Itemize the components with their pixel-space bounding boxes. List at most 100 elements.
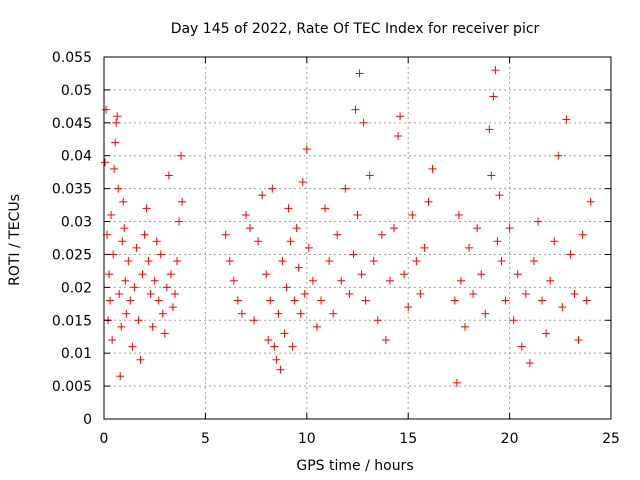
data-point	[302, 145, 311, 154]
data-point	[341, 184, 350, 193]
data-point	[120, 224, 129, 233]
data-point	[124, 257, 133, 266]
data-point	[278, 257, 287, 266]
grid-lines	[104, 57, 611, 419]
data-point	[237, 309, 246, 318]
data-point	[150, 276, 159, 285]
data-point	[117, 322, 126, 331]
data-point	[369, 257, 378, 266]
data-point	[164, 171, 173, 180]
data-point	[148, 322, 157, 331]
data-point	[142, 204, 151, 213]
data-point	[272, 355, 281, 364]
data-point	[105, 270, 114, 279]
x-axis-label: GPS time / hours	[296, 458, 413, 474]
x-tick-label: 25	[602, 431, 620, 447]
x-tick-label: 10	[298, 431, 316, 447]
data-point	[177, 151, 186, 160]
y-tick-label: 0.05	[61, 83, 92, 99]
x-tick-label: 20	[501, 431, 519, 447]
data-point	[296, 309, 305, 318]
data-point	[450, 296, 459, 305]
data-point	[308, 276, 317, 285]
data-point	[114, 184, 123, 193]
y-tick-label: 0.01	[61, 346, 92, 362]
data-point	[290, 296, 299, 305]
data-point	[586, 197, 595, 206]
data-point	[481, 309, 490, 318]
y-tick-label: 0.04	[61, 149, 92, 165]
data-point	[140, 230, 149, 239]
data-point	[373, 316, 382, 325]
data-point	[111, 138, 120, 147]
data-point	[566, 250, 575, 259]
data-point	[229, 276, 238, 285]
data-point	[166, 270, 175, 279]
data-point	[501, 296, 510, 305]
data-point	[465, 243, 474, 252]
data-point	[113, 112, 122, 121]
data-point	[558, 303, 567, 312]
data-point	[274, 309, 283, 318]
data-point	[477, 270, 486, 279]
data-point	[381, 336, 390, 345]
data-point	[156, 250, 165, 259]
data-point	[246, 224, 255, 233]
data-point	[266, 296, 275, 305]
data-point	[505, 224, 514, 233]
chart-title: Day 145 of 2022, Rate Of TEC Index for r…	[171, 21, 540, 37]
data-point	[390, 224, 399, 233]
data-point	[109, 250, 118, 259]
data-point	[262, 270, 271, 279]
data-point	[345, 289, 354, 298]
data-point	[509, 316, 518, 325]
data-point	[460, 322, 469, 331]
data-point	[385, 276, 394, 285]
data-points	[101, 66, 595, 387]
data-point	[168, 303, 177, 312]
data-point	[144, 257, 153, 266]
data-point	[582, 296, 591, 305]
y-tick-label: 0.025	[52, 247, 92, 263]
data-point	[349, 250, 358, 259]
data-point	[487, 171, 496, 180]
y-tick-label: 0.03	[61, 215, 92, 231]
y-tick-label: 0.035	[52, 182, 92, 198]
data-point	[112, 118, 121, 127]
data-point	[122, 309, 131, 318]
y-tick-label: 0	[83, 412, 92, 428]
data-point	[126, 296, 135, 305]
data-point	[121, 276, 130, 285]
y-axis-label: ROTI / TECUs	[7, 194, 23, 286]
data-point	[359, 118, 368, 127]
data-point	[361, 296, 370, 305]
data-point	[108, 336, 117, 345]
data-point	[355, 69, 364, 78]
data-point	[353, 210, 362, 219]
data-point	[316, 296, 325, 305]
data-point	[546, 276, 555, 285]
data-point	[521, 289, 530, 298]
data-point	[538, 296, 547, 305]
data-point	[357, 270, 366, 279]
data-point	[138, 270, 147, 279]
data-point	[550, 237, 559, 246]
data-point	[469, 289, 478, 298]
data-point	[300, 289, 309, 298]
data-point	[284, 204, 293, 213]
data-point	[258, 191, 267, 200]
data-point	[158, 309, 167, 318]
data-point	[485, 125, 494, 134]
data-point	[416, 289, 425, 298]
data-point	[134, 316, 143, 325]
data-point	[304, 243, 313, 252]
data-point	[542, 329, 551, 338]
data-point	[428, 164, 437, 173]
data-point	[101, 158, 110, 167]
data-point	[110, 164, 119, 173]
data-point	[533, 217, 542, 226]
data-point	[404, 303, 413, 312]
x-tick-label: 0	[100, 431, 109, 447]
data-point	[286, 237, 295, 246]
data-point	[489, 92, 498, 101]
